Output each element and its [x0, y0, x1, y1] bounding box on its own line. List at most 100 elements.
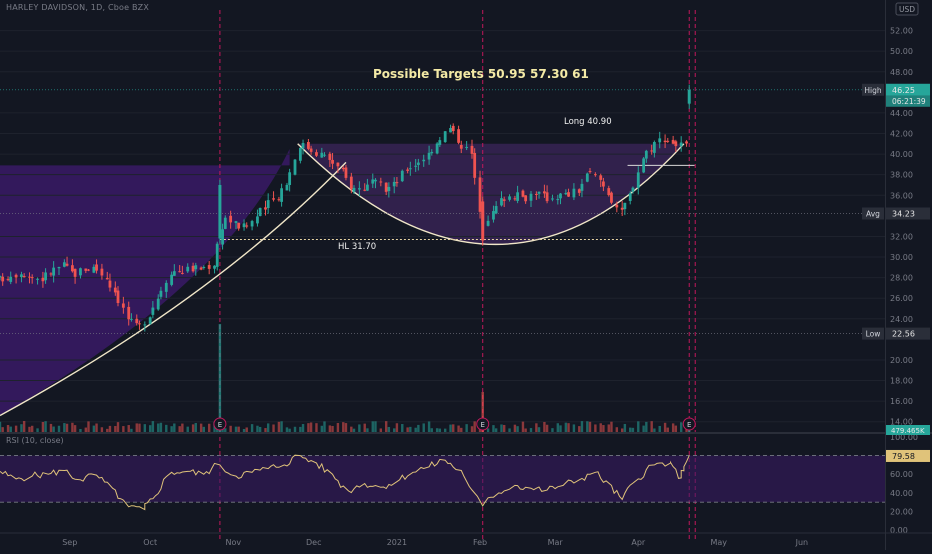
candle-body	[57, 266, 61, 269]
volume-bar	[492, 425, 495, 432]
volume-bar	[535, 423, 538, 432]
candle-body	[599, 175, 603, 180]
time-tick-label: May	[710, 538, 727, 547]
rsi-value-bg	[886, 449, 930, 462]
candle-body	[529, 193, 533, 201]
candle-body	[36, 278, 39, 280]
bar-countdown: 06:21:39	[892, 97, 926, 106]
volume-bar	[586, 421, 589, 432]
candle-body	[1, 276, 5, 282]
candle-body	[513, 198, 517, 200]
volume-bar	[615, 427, 619, 432]
volume-bar	[173, 423, 176, 432]
volume-bar	[658, 425, 661, 432]
volume-bar	[277, 421, 281, 432]
volume-bar	[631, 427, 635, 432]
volume-bar	[481, 392, 484, 432]
volume-bar	[1, 427, 4, 432]
symbol-header: HARLEY DAVIDSON, 1D, Cboe BZX	[6, 3, 150, 12]
candle-body	[473, 152, 477, 178]
volume-bar	[280, 421, 283, 432]
volume-bar	[435, 428, 439, 432]
candle-body	[559, 193, 562, 199]
rsi-tick-label: 60.00	[890, 470, 913, 479]
volume-bar	[556, 423, 560, 432]
volume-bar	[299, 426, 302, 432]
candle-body	[508, 196, 511, 200]
price-tick-label: 42.00	[890, 130, 913, 139]
candle-body	[127, 306, 131, 320]
candle-body	[650, 150, 654, 152]
candle-body	[159, 290, 163, 297]
candle-body	[207, 265, 211, 269]
earnings-marker-label: E	[481, 421, 485, 429]
volume-bar	[202, 426, 206, 432]
candle-body	[180, 272, 184, 274]
volume-bar	[588, 421, 592, 432]
volume-bar	[127, 425, 130, 432]
volume-bar	[250, 424, 254, 432]
candle-body	[105, 277, 109, 280]
candle-body	[414, 165, 418, 167]
candle-body	[264, 207, 267, 210]
price-tick-label: 36.00	[890, 191, 913, 200]
volume-bar	[30, 425, 34, 432]
candle-body	[73, 268, 77, 277]
volume-bar	[9, 426, 12, 432]
volume-bar	[14, 425, 18, 432]
candle-body	[301, 142, 305, 149]
volume-bar	[679, 422, 683, 432]
volume-bar	[342, 422, 345, 432]
price-tick-label: 32.00	[890, 232, 913, 241]
volume-bar	[602, 425, 605, 432]
candle-body	[465, 146, 469, 148]
candle-body	[438, 140, 442, 145]
time-tick-label: Feb	[473, 538, 487, 547]
candle-body	[478, 177, 482, 212]
time-tick-label: 2021	[387, 538, 407, 547]
candle-body	[121, 303, 125, 308]
price-label-bg	[886, 207, 930, 220]
candle-body	[610, 192, 613, 203]
candle-body	[543, 191, 546, 194]
volume-bar	[578, 426, 581, 432]
candle-body	[272, 198, 275, 200]
volume-bar	[194, 422, 197, 432]
candle-body	[9, 276, 13, 282]
candle-body	[500, 198, 503, 206]
candle-body	[218, 184, 222, 239]
candle-body	[642, 158, 646, 173]
volume-bar	[650, 421, 653, 432]
volume-bar	[181, 423, 184, 432]
candle-body	[567, 192, 570, 197]
candle-body	[20, 274, 23, 278]
volume-bar	[663, 422, 667, 432]
candle-body	[79, 268, 82, 276]
volume-bar	[629, 427, 632, 432]
volume-bar	[148, 425, 152, 432]
candle-body	[202, 266, 206, 268]
rsi-indicator-label: RSI (10, close)	[6, 436, 64, 445]
candle-body	[492, 211, 495, 220]
volume-bar	[73, 425, 77, 432]
candle-body	[22, 276, 26, 278]
volume-bar	[264, 428, 267, 432]
volume-bar	[529, 428, 533, 432]
candle-body	[486, 220, 490, 226]
price-label: 46.25	[892, 86, 915, 95]
volume-bar	[320, 425, 324, 432]
candle-body	[427, 152, 431, 160]
candle-body	[674, 141, 678, 147]
price-label: 34.23	[892, 209, 915, 218]
candle-body	[602, 181, 605, 187]
currency-label: USD	[899, 5, 915, 14]
candle-body	[416, 162, 420, 165]
volume-bar	[379, 428, 383, 432]
time-axis: Sep Oct Nov Dec 2021 Feb Mar Apr May Jun	[0, 532, 932, 547]
volume-bar	[401, 424, 404, 432]
earnings-marker	[682, 417, 696, 431]
candle-body	[298, 147, 302, 161]
volume-bar	[559, 425, 562, 432]
candle-body	[366, 184, 369, 191]
